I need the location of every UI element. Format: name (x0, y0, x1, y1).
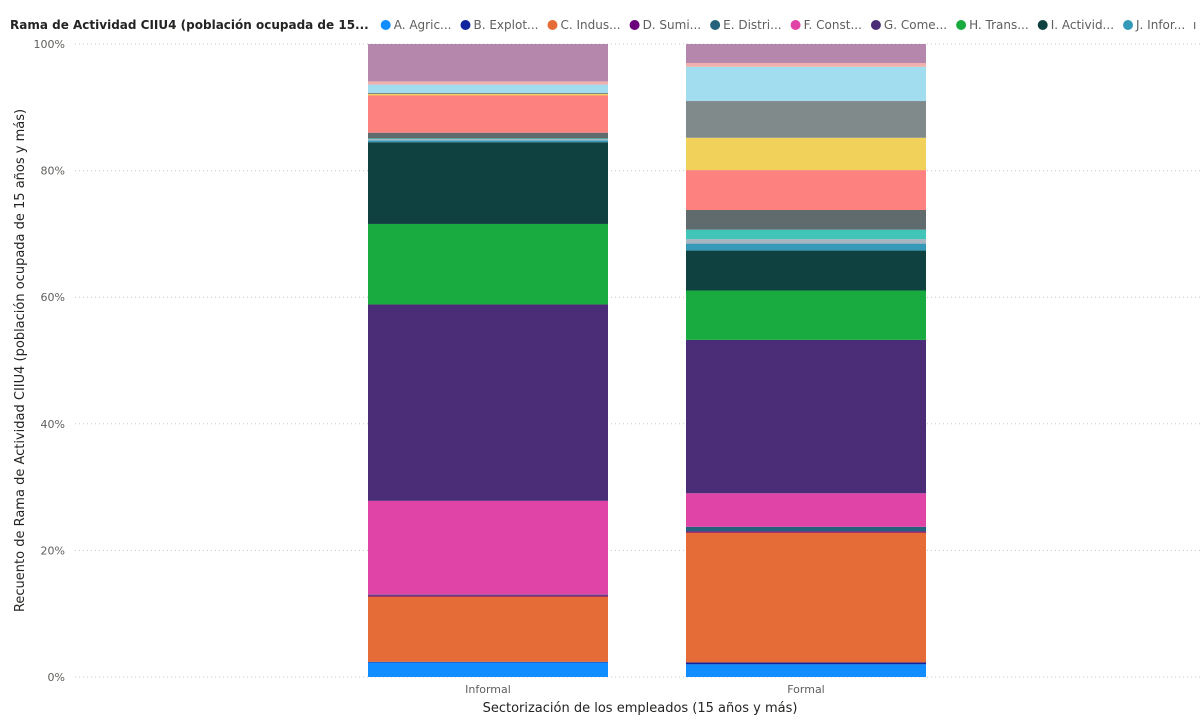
legend-item[interactable]: H. Trans... (956, 18, 1029, 32)
bar-segment[interactable] (686, 101, 926, 138)
bar-stack[interactable] (368, 44, 608, 677)
legend-label: H. Trans... (969, 18, 1029, 32)
legend-label: I. Activid... (1051, 18, 1114, 32)
bar-segment[interactable] (368, 304, 608, 501)
y-tick-label: 20% (41, 544, 65, 557)
legend-title: Rama de Actividad CIIU4 (población ocupa… (10, 18, 369, 32)
legend-item[interactable]: B. Explot... (460, 18, 538, 32)
legend-label: E. Distri... (723, 18, 781, 32)
legend[interactable]: Rama de Actividad CIIU4 (población ocupa… (10, 18, 1196, 32)
bar-segment[interactable] (686, 532, 926, 663)
legend-item[interactable]: I. Activid... (1037, 18, 1114, 32)
legend-label: B. Explot... (473, 18, 538, 32)
legend-item[interactable]: G. Come... (870, 18, 947, 32)
bar-segment[interactable] (686, 243, 926, 251)
bar-segment[interactable] (368, 140, 608, 143)
legend-label: A. Agric... (394, 18, 452, 32)
bar-segment[interactable] (686, 493, 926, 527)
bar-segment[interactable] (686, 210, 926, 230)
legend-marker (547, 20, 558, 30)
y-tick-label: 0% (48, 671, 65, 684)
legend-marker (460, 20, 471, 30)
bar-segment[interactable] (686, 339, 926, 494)
bar-segment[interactable] (368, 132, 608, 139)
bar-segment[interactable] (368, 94, 608, 96)
bar-segment[interactable] (686, 66, 926, 102)
legend-label: J. Infor... (1135, 18, 1185, 32)
legend-overflow-marker[interactable]: ı (1193, 18, 1196, 32)
bar-segment[interactable] (686, 44, 926, 64)
bar-segment[interactable] (368, 662, 608, 677)
y-gridlines (75, 43, 1202, 678)
legend-marker (1037, 20, 1048, 30)
legend-item[interactable]: A. Agric... (380, 18, 452, 32)
bar-stack[interactable] (686, 44, 926, 677)
legend-marker (956, 20, 967, 30)
bar-segment[interactable] (368, 44, 608, 82)
bar-segment[interactable] (686, 531, 926, 533)
bar-segment[interactable] (368, 500, 608, 595)
bar-segment[interactable] (686, 229, 926, 240)
legend-marker (790, 20, 801, 30)
y-tick-label: 80% (41, 165, 65, 178)
bar-segment[interactable] (686, 526, 926, 532)
y-tick-label: 60% (41, 291, 65, 304)
bar-segment[interactable] (686, 250, 926, 291)
bars[interactable] (368, 44, 926, 677)
legend-item[interactable]: C. Indus... (547, 18, 621, 32)
legend-label: C. Indus... (560, 18, 620, 32)
y-axis-title: Recuento de Rama de Actividad CIIU4 (pob… (13, 109, 28, 612)
legend-label: G. Come... (884, 18, 947, 32)
bar-segment[interactable] (368, 95, 608, 133)
bar-segment[interactable] (368, 92, 608, 95)
bar-segment[interactable] (686, 290, 926, 340)
y-tick-label: 100% (34, 38, 65, 51)
legend-marker (870, 20, 881, 30)
bar-segment[interactable] (368, 594, 608, 596)
legend-marker (710, 20, 721, 30)
legend-marker (380, 20, 391, 30)
bar-segment[interactable] (686, 170, 926, 211)
bar-segment[interactable] (368, 138, 608, 140)
legend-item[interactable]: F. Const... (790, 18, 862, 32)
legend-marker (629, 20, 640, 30)
x-tick-label: Formal (787, 683, 825, 696)
x-tick-label: Informal (465, 683, 511, 696)
bar-segment[interactable] (686, 137, 926, 171)
legend-item[interactable]: J. Infor... (1123, 18, 1185, 32)
bar-segment[interactable] (686, 239, 926, 244)
bar-segment[interactable] (368, 81, 608, 85)
legend-marker (1123, 20, 1134, 30)
x-axis-title: Sectorización de los empleados (15 años … (483, 701, 798, 716)
bar-segment[interactable] (368, 94, 608, 95)
legend-label: D. Sumi... (643, 18, 702, 32)
bar-segment[interactable] (686, 63, 926, 67)
bar-segment[interactable] (368, 596, 608, 662)
y-tick-labels: 0% 20% 40% 60% 80% 100% (34, 38, 65, 684)
y-tick-label: 40% (41, 418, 65, 431)
bar-segment[interactable] (686, 664, 926, 677)
bar-segment[interactable] (368, 84, 608, 93)
bar-segment[interactable] (368, 142, 608, 224)
bar-segment[interactable] (368, 139, 608, 141)
legend-label: F. Const... (804, 18, 862, 32)
legend-item[interactable]: D. Sumi... (629, 18, 702, 32)
x-tick-labels: Informal Formal (465, 683, 825, 696)
legend-item[interactable]: E. Distri... (710, 18, 782, 32)
bar-segment[interactable] (368, 223, 608, 305)
bar-segment[interactable] (368, 661, 608, 663)
bar-segment[interactable] (368, 595, 608, 597)
bar-segment[interactable] (686, 662, 926, 665)
